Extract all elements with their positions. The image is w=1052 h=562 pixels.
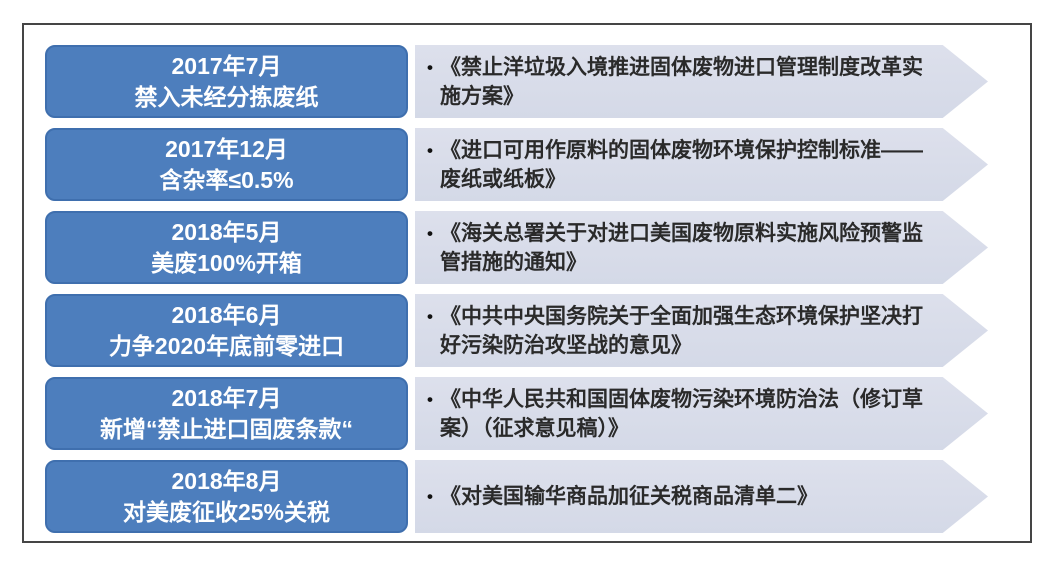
policy-document: • 《禁止洋垃圾入境推进固体废物进口管理制度改革实施方案》 — [415, 53, 988, 111]
bullet-icon: • — [427, 389, 433, 409]
bullet-icon: • — [427, 487, 433, 506]
policy-document: • 《对美国输华商品加征关税商品清单二》 — [415, 482, 880, 511]
milestone-measure: 新增“禁止进口固废条款“ — [100, 415, 353, 442]
milestone-measure: 含杂率≤0.5% — [159, 166, 294, 193]
policy-document: • 《中共中央国务院关于全面加强生态环境保护坚决打好污染防治攻坚战的意见》 — [415, 302, 988, 360]
policy-document-title: 《中共中央国务院关于全面加强生态环境保护坚决打好污染防治攻坚战的意见》 — [439, 304, 923, 357]
milestone-date: 2017年7月 — [171, 52, 282, 79]
policy-arrow: • 《对美国输华商品加征关税商品清单二》 — [415, 460, 988, 533]
bullet-icon: • — [427, 223, 433, 243]
diagram-frame: 2017年7月 禁入未经分拣废纸 • 《禁止洋垃圾入境推进固体废物进口管理制度改… — [22, 23, 1032, 543]
policy-document-title: 《禁止洋垃圾入境推进固体废物进口管理制度改革实施方案》 — [439, 55, 923, 108]
milestone-date: 2018年5月 — [171, 218, 282, 245]
milestone-measure: 对美废征收25%关税 — [122, 498, 331, 525]
milestone-box: 2017年7月 禁入未经分拣废纸 — [45, 45, 408, 118]
policy-arrow: • 《禁止洋垃圾入境推进固体废物进口管理制度改革实施方案》 — [415, 45, 988, 118]
policy-arrow: • 《中共中央国务院关于全面加强生态环境保护坚决打好污染防治攻坚战的意见》 — [415, 294, 988, 367]
milestone-date: 2018年7月 — [171, 384, 282, 411]
bullet-icon: • — [427, 306, 433, 326]
timeline-row: 2017年7月 禁入未经分拣废纸 • 《禁止洋垃圾入境推进固体废物进口管理制度改… — [45, 45, 1030, 118]
milestone-box: 2018年5月 美废100%开箱 — [45, 211, 408, 284]
milestone-box: 2018年8月 对美废征收25%关税 — [45, 460, 408, 533]
policy-document-title: 《海关总署关于对进口美国废物原料实施风险预警监管措施的通知》 — [439, 221, 923, 274]
milestone-box: 2018年6月 力争2020年底前零进口 — [45, 294, 408, 367]
policy-arrow: • 《进口可用作原料的固体废物环境保护控制标准——废纸或纸板》 — [415, 128, 988, 201]
milestone-box: 2017年12月 含杂率≤0.5% — [45, 128, 408, 201]
policy-document-title: 《中华人民共和国固体废物污染环境防治法（修订草案）（征求意见稿）》 — [439, 387, 923, 440]
timeline-row: 2018年7月 新增“禁止进口固废条款“ • 《中华人民共和国固体废物污染环境防… — [45, 377, 1030, 450]
milestone-measure: 禁入未经分拣废纸 — [134, 83, 319, 110]
bullet-icon: • — [427, 140, 433, 160]
timeline-row: 2018年5月 美废100%开箱 • 《海关总署关于对进口美国废物原料实施风险预… — [45, 211, 1030, 284]
milestone-date: 2018年6月 — [171, 301, 282, 328]
milestone-measure: 美废100%开箱 — [151, 249, 302, 276]
milestone-date: 2018年8月 — [171, 467, 282, 494]
policy-arrow: • 《中华人民共和国固体废物污染环境防治法（修订草案）（征求意见稿）》 — [415, 377, 988, 450]
bullet-icon: • — [427, 57, 433, 77]
milestone-date: 2017年12月 — [165, 135, 288, 162]
timeline-row: 2017年12月 含杂率≤0.5% • 《进口可用作原料的固体废物环境保护控制标… — [45, 128, 1030, 201]
policy-document: • 《中华人民共和国固体废物污染环境防治法（修订草案）（征求意见稿）》 — [415, 385, 988, 443]
policy-document: • 《进口可用作原料的固体废物环境保护控制标准——废纸或纸板》 — [415, 136, 988, 194]
policy-document-title: 《进口可用作原料的固体废物环境保护控制标准——废纸或纸板》 — [439, 138, 923, 191]
policy-document: • 《海关总署关于对进口美国废物原料实施风险预警监管措施的通知》 — [415, 219, 988, 277]
timeline-row: 2018年8月 对美废征收25%关税 • 《对美国输华商品加征关税商品清单二》 — [45, 460, 1030, 533]
milestone-box: 2018年7月 新增“禁止进口固废条款“ — [45, 377, 408, 450]
milestone-measure: 力争2020年底前零进口 — [108, 332, 345, 359]
timeline-row: 2018年6月 力争2020年底前零进口 • 《中共中央国务院关于全面加强生态环… — [45, 294, 1030, 367]
policy-document-title: 《对美国输华商品加征关税商品清单二》 — [439, 485, 818, 508]
policy-arrow: • 《海关总署关于对进口美国废物原料实施风险预警监管措施的通知》 — [415, 211, 988, 284]
